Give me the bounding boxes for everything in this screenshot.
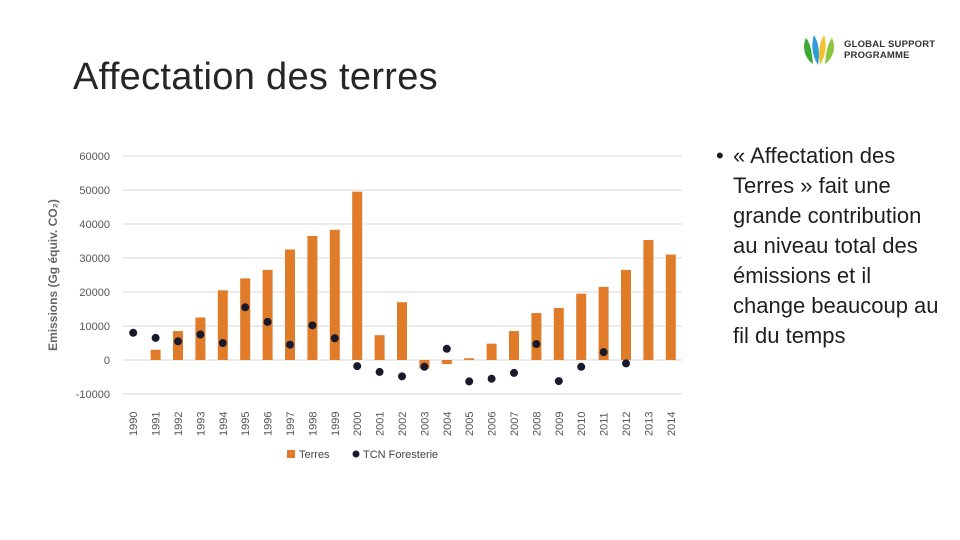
point-tcn-foresterie	[241, 303, 250, 312]
bar-terres	[195, 317, 206, 360]
point-tcn-foresterie	[330, 334, 339, 343]
x-tick-label: 2005	[464, 412, 476, 436]
x-tick-label: 2013	[643, 412, 655, 436]
bullet-text: « Affectation des Terres » fait une gran…	[733, 143, 939, 348]
x-tick-label: 2010	[576, 412, 588, 436]
point-tcn-foresterie	[599, 348, 608, 357]
point-tcn-foresterie	[196, 330, 205, 339]
x-tick-label: 2014	[666, 412, 678, 436]
bar-terres	[150, 349, 161, 360]
bar-terres	[173, 331, 183, 360]
x-tick-label: 2006	[487, 412, 499, 436]
point-tcn-foresterie	[353, 362, 362, 371]
bar-terres	[307, 235, 318, 360]
x-tick-label: 1991	[151, 412, 163, 436]
x-tick-label: 1990	[128, 412, 140, 436]
x-tick-label: 2011	[599, 412, 611, 436]
legend-swatch-tcn-foresterie	[352, 450, 360, 458]
x-tick-label: 2004	[442, 412, 454, 436]
point-tcn-foresterie	[174, 337, 182, 346]
point-tcn-foresterie	[263, 317, 272, 326]
point-tcn-foresterie	[308, 321, 317, 330]
bar-terres	[621, 269, 631, 360]
x-tick-label: 1992	[173, 412, 185, 436]
x-tick-label: 2012	[621, 412, 633, 436]
point-tcn-foresterie	[554, 377, 563, 386]
bar-terres	[397, 302, 407, 360]
y-tick-label: 0	[104, 355, 110, 367]
bar-terres	[262, 269, 273, 360]
y-tick-label: 30000	[79, 253, 110, 265]
point-tcn-foresterie	[577, 362, 586, 371]
y-tick-label: 40000	[79, 219, 110, 231]
x-tick-label: 2000	[352, 412, 364, 436]
bar-terres	[643, 239, 654, 360]
legend-label-tcn-foresterie: TCN Foresterie	[363, 449, 438, 461]
x-tick-label: 1996	[263, 412, 275, 436]
point-tcn-foresterie	[532, 340, 541, 349]
x-tick-label: 2007	[509, 412, 521, 436]
point-tcn-foresterie	[398, 372, 406, 381]
y-tick-label: 50000	[79, 185, 110, 197]
bar-terres	[240, 278, 251, 360]
y-tick-label: 10000	[79, 321, 110, 333]
bar-terres	[598, 286, 609, 360]
y-tick-label: -10000	[76, 389, 110, 401]
bar-terres	[441, 360, 452, 365]
emissions-chart: 60000 50000 40000 30000 20000 10000 0 -10000 Emi…	[46, 151, 682, 461]
point-tcn-foresterie	[465, 377, 474, 386]
point-tcn-foresterie	[442, 344, 451, 353]
point-tcn-foresterie	[487, 374, 496, 383]
y-axis-label: Emissions (Gg équiv. CO₂)	[46, 199, 60, 351]
bullet-symbol: •	[716, 143, 724, 168]
bar-terres	[374, 335, 385, 360]
x-tick-label: 2009	[554, 412, 566, 436]
bar-terres	[665, 254, 676, 360]
bar-terres	[329, 229, 340, 360]
bar-terres	[217, 290, 228, 360]
bar-terres	[486, 343, 497, 360]
y-tick-label: 20000	[79, 287, 110, 299]
bar-terres	[285, 249, 295, 360]
bullet-point: • « Affectation des Terres » fait une gr…	[716, 141, 946, 351]
bar-terres	[576, 293, 587, 360]
logo-text-line1: GLOBAL SUPPORT	[844, 39, 936, 50]
bar-terres	[464, 358, 475, 360]
gsp-leaf-icon	[804, 35, 834, 65]
point-tcn-foresterie	[510, 368, 518, 377]
x-tick-label: 1993	[195, 412, 207, 436]
x-tick-label: 2003	[419, 412, 431, 436]
point-tcn-foresterie	[286, 340, 294, 349]
global-support-programme-logo: GLOBAL SUPPORT PROGRAMME	[800, 32, 940, 68]
legend-label-terres: Terres	[299, 449, 330, 461]
bar-terres	[531, 313, 542, 360]
slide-title: Affectation des terres	[73, 56, 438, 98]
x-tick-label: 2008	[531, 412, 543, 436]
x-tick-label: 2001	[375, 412, 387, 436]
bar-terres	[509, 331, 519, 360]
point-tcn-foresterie	[420, 362, 429, 371]
point-tcn-foresterie	[151, 333, 160, 342]
x-tick-label: 1995	[240, 412, 252, 436]
legend-swatch-terres	[287, 450, 295, 458]
bar-terres	[352, 191, 363, 360]
point-tcn-foresterie	[375, 367, 384, 376]
bar-terres	[553, 307, 564, 360]
point-tcn-foresterie	[129, 328, 138, 337]
x-tick-label: 1994	[218, 412, 230, 436]
x-tick-label: 1997	[285, 412, 297, 436]
x-tick-label: 2002	[397, 412, 409, 436]
x-tick-label: 1999	[330, 412, 342, 436]
point-tcn-foresterie	[218, 339, 227, 347]
logo-text-line2: PROGRAMME	[844, 50, 910, 61]
point-tcn-foresterie	[622, 359, 630, 368]
y-tick-label: 60000	[79, 151, 110, 163]
x-tick-label: 1998	[307, 412, 319, 436]
